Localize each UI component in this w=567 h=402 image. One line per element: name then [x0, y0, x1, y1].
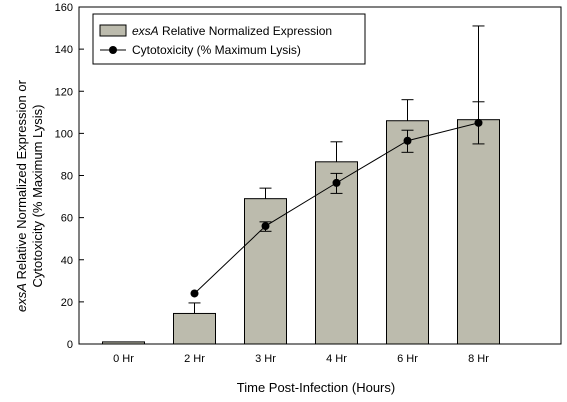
- x-tick-label: 2 Hr: [184, 353, 205, 365]
- line-point: [190, 289, 199, 298]
- x-tick-label: 3 Hr: [255, 353, 276, 365]
- line-point: [403, 136, 412, 145]
- legend-expression-rest: Relative Normalized Expression: [159, 24, 332, 38]
- y-tick-label: 40: [61, 255, 73, 267]
- y-tick-label: 60: [61, 213, 73, 225]
- bar: [244, 198, 287, 345]
- y-axis-title-line1: Relative Normalized Expression or: [14, 79, 29, 283]
- bar: [102, 341, 145, 345]
- y-tick-label: 20: [61, 297, 73, 309]
- legend-box: [92, 13, 366, 65]
- x-tick-label: 0 Hr: [113, 353, 134, 365]
- legend-item-expression: exsA Relative Normalized Expression: [132, 24, 332, 38]
- x-axis-title: Time Post-Infection (Hours): [237, 380, 395, 395]
- legend-item-cytotoxicity: Cytotoxicity (% Maximum Lysis): [132, 43, 301, 57]
- legend-expression-italic: exsA: [132, 24, 159, 38]
- y-axis-title: exsA Relative Normalized Expression or: [14, 79, 29, 312]
- legend-bar-swatch: [99, 24, 127, 37]
- y-tick-label: 100: [55, 128, 73, 140]
- y-tick-label: 140: [55, 44, 73, 56]
- y-tick-label: 160: [55, 2, 73, 14]
- bar: [173, 312, 216, 345]
- y-tick-label: 120: [55, 86, 73, 98]
- y-axis-title-italic: exsA: [14, 283, 29, 312]
- line-point: [474, 118, 483, 127]
- legend: exsA Relative Normalized Expression Cyto…: [92, 13, 366, 65]
- x-tick-label: 4 Hr: [326, 353, 347, 365]
- bar: [386, 120, 429, 345]
- line-point: [261, 222, 270, 231]
- y-tick-label: 80: [61, 171, 73, 183]
- bar: [457, 119, 500, 345]
- x-tick-label: 8 Hr: [468, 353, 489, 365]
- line-point: [332, 178, 341, 187]
- plot-area: 0 20 40 60 80 100 120 140 160 0 Hr 2 Hr 3 Hr 4 Hr 6 H…: [55, 2, 562, 365]
- x-tick-label: 6 Hr: [397, 353, 418, 365]
- y-tick-label: 0: [67, 339, 73, 351]
- legend-marker-icon: [109, 46, 117, 54]
- y-axis-title-line2: Cytotoxicity (% Maximum Lysis): [30, 105, 45, 288]
